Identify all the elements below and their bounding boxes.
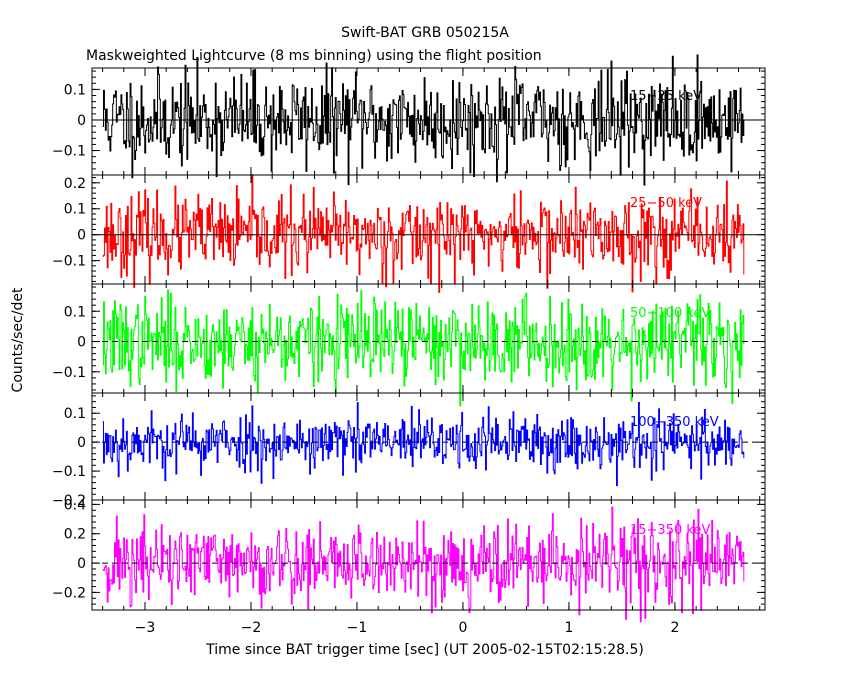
y-tick-label: 0.4	[64, 497, 86, 513]
x-axis-label: Time since BAT trigger time [sec] (UT 20…	[205, 642, 644, 658]
x-tick-label: −3	[135, 620, 156, 636]
band-label: 100−350 keV	[630, 415, 719, 430]
x-tick-label: 0	[458, 620, 467, 636]
y-tick-label: −0.2	[52, 585, 86, 601]
band-label: 15−350 keV	[630, 523, 710, 538]
panel-25-50-kev: −0.1 0 0.1 0.2 25−50 keV	[52, 174, 766, 293]
y-tick-label: −0.1	[52, 144, 86, 160]
lightcurve-series	[102, 506, 745, 623]
y-tick-label: 0.2	[64, 527, 86, 543]
band-label: 50−100 keV	[630, 306, 710, 321]
y-tick-label: −0.1	[52, 254, 86, 270]
panel-frame	[91, 499, 766, 611]
y-tick-label: 0	[77, 556, 86, 572]
x-tick-label: 2	[670, 620, 679, 636]
y-tick-label: 0.1	[64, 82, 86, 98]
band-label: 25−50 keV	[630, 196, 702, 211]
lightcurve-series	[102, 174, 745, 293]
panels-group: −0.100.1 15−25 keV−0.100.10.225−50 keV−0.…	[52, 54, 766, 623]
x-tick-labels-group: −3 −2 −1 0 1 2	[135, 620, 680, 636]
x-tick-label: −1	[347, 620, 368, 636]
lightcurve-series	[102, 289, 745, 407]
y-tick-label: 0	[77, 435, 86, 451]
chart-subtitle: Maskweighted Lightcurve (8 ms binning) u…	[86, 48, 542, 64]
panel-15-350-kev: −0.2 0 0.2 0.4 15−350 keV	[52, 497, 766, 623]
y-tick-label: 0	[77, 113, 86, 129]
lightcurve-series	[102, 401, 745, 487]
y-axis-label: Counts/sec/det	[10, 287, 26, 392]
panel-100-350-kev: −0.2 −0.1 0 0.1 100−350 keV	[52, 392, 766, 509]
y-tick-label: −0.1	[52, 365, 86, 381]
lightcurve-series	[102, 54, 745, 186]
y-tick-label: 0	[77, 335, 86, 351]
y-tick-label: 0.2	[64, 176, 86, 192]
y-tick-label: 0	[77, 228, 86, 244]
chart-title: Swift-BAT GRB 050215A	[341, 25, 509, 41]
x-tick-label: −2	[241, 620, 262, 636]
panel-50-100-kev: −0.1 0 0.1 50−100 keV	[52, 283, 766, 407]
band-label: 15−25 keV	[630, 89, 702, 104]
panel-15-25-kev: −0.1 0 0.1 15−25 keV	[52, 54, 766, 186]
y-tick-label: −0.2	[52, 493, 86, 509]
x-tick-label: 1	[564, 620, 573, 636]
y-tick-label: 0.1	[64, 202, 86, 218]
y-tick-label: 0.1	[64, 304, 86, 320]
y-tick-label: −0.1	[52, 464, 86, 480]
y-tick-label: 0.1	[64, 406, 86, 422]
